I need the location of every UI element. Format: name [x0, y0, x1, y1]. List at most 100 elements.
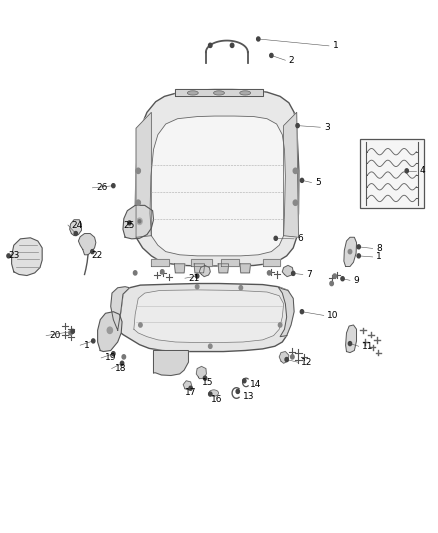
Text: 25: 25: [123, 221, 134, 230]
Text: 7: 7: [306, 270, 312, 279]
Text: 22: 22: [92, 252, 103, 260]
Ellipse shape: [240, 91, 251, 95]
Polygon shape: [136, 112, 151, 237]
Circle shape: [74, 232, 77, 235]
Polygon shape: [153, 351, 188, 375]
Ellipse shape: [214, 91, 224, 95]
Circle shape: [292, 271, 295, 276]
Circle shape: [203, 376, 207, 380]
Circle shape: [341, 277, 344, 281]
Polygon shape: [283, 265, 293, 277]
Circle shape: [405, 169, 408, 173]
Circle shape: [69, 331, 72, 335]
Polygon shape: [183, 381, 192, 390]
Polygon shape: [111, 287, 130, 330]
Circle shape: [296, 124, 299, 127]
Circle shape: [268, 271, 271, 275]
Polygon shape: [151, 259, 169, 266]
Circle shape: [274, 236, 277, 240]
Text: 23: 23: [9, 252, 20, 260]
Text: 17: 17: [185, 388, 197, 397]
Text: 5: 5: [315, 178, 321, 187]
Polygon shape: [194, 264, 205, 273]
Text: 12: 12: [301, 358, 312, 367]
Circle shape: [348, 342, 352, 345]
Circle shape: [137, 218, 142, 224]
Circle shape: [279, 323, 282, 327]
Circle shape: [92, 339, 95, 343]
Circle shape: [74, 231, 78, 236]
Text: 2: 2: [289, 56, 294, 64]
Polygon shape: [279, 352, 289, 364]
Circle shape: [239, 286, 243, 290]
Polygon shape: [174, 264, 185, 273]
Polygon shape: [221, 259, 239, 266]
Circle shape: [112, 184, 115, 188]
Circle shape: [208, 43, 212, 47]
Circle shape: [128, 221, 131, 225]
Circle shape: [330, 281, 333, 286]
Text: 11: 11: [362, 342, 374, 351]
Circle shape: [138, 220, 141, 223]
Circle shape: [208, 344, 212, 349]
Polygon shape: [278, 287, 294, 337]
Text: 1: 1: [376, 253, 382, 261]
Circle shape: [300, 179, 304, 182]
Text: 4: 4: [420, 166, 425, 175]
Circle shape: [189, 386, 192, 390]
Circle shape: [285, 358, 288, 361]
Text: 19: 19: [105, 353, 116, 362]
Circle shape: [195, 274, 199, 278]
Bar: [360, 139, 424, 208]
Circle shape: [134, 271, 137, 275]
Circle shape: [293, 168, 297, 173]
Circle shape: [357, 254, 360, 258]
Polygon shape: [199, 265, 210, 277]
Polygon shape: [175, 90, 263, 96]
Text: 14: 14: [251, 380, 262, 389]
Circle shape: [195, 285, 199, 289]
Circle shape: [208, 392, 212, 396]
Polygon shape: [78, 233, 96, 255]
Text: 6: 6: [297, 235, 304, 244]
Circle shape: [120, 361, 124, 365]
Circle shape: [112, 352, 115, 356]
Polygon shape: [346, 325, 357, 353]
Text: 9: 9: [353, 276, 359, 285]
Text: 18: 18: [115, 364, 127, 373]
Text: 8: 8: [376, 244, 382, 253]
Polygon shape: [150, 116, 286, 256]
Text: 10: 10: [327, 311, 339, 320]
Text: 20: 20: [49, 331, 61, 340]
Circle shape: [333, 274, 336, 278]
Text: 15: 15: [201, 378, 213, 387]
Circle shape: [348, 249, 352, 254]
Polygon shape: [118, 284, 292, 352]
Circle shape: [122, 355, 126, 359]
Polygon shape: [135, 90, 299, 266]
Polygon shape: [284, 112, 298, 237]
Polygon shape: [263, 259, 280, 266]
Circle shape: [160, 270, 164, 274]
Circle shape: [270, 53, 273, 58]
Ellipse shape: [209, 390, 219, 396]
Polygon shape: [134, 290, 284, 343]
Text: 26: 26: [96, 183, 107, 192]
Circle shape: [290, 355, 294, 359]
Circle shape: [71, 329, 74, 333]
Text: 3: 3: [324, 123, 329, 132]
Circle shape: [139, 323, 142, 327]
Polygon shape: [12, 238, 42, 276]
Circle shape: [7, 254, 10, 258]
Circle shape: [136, 168, 141, 173]
Text: 13: 13: [243, 392, 254, 401]
Circle shape: [293, 200, 297, 205]
Polygon shape: [98, 312, 122, 352]
Polygon shape: [344, 237, 357, 266]
Circle shape: [107, 327, 113, 334]
Polygon shape: [218, 264, 229, 273]
Circle shape: [236, 390, 240, 393]
Circle shape: [357, 245, 360, 249]
Polygon shape: [191, 259, 212, 266]
Text: 21: 21: [188, 273, 200, 282]
